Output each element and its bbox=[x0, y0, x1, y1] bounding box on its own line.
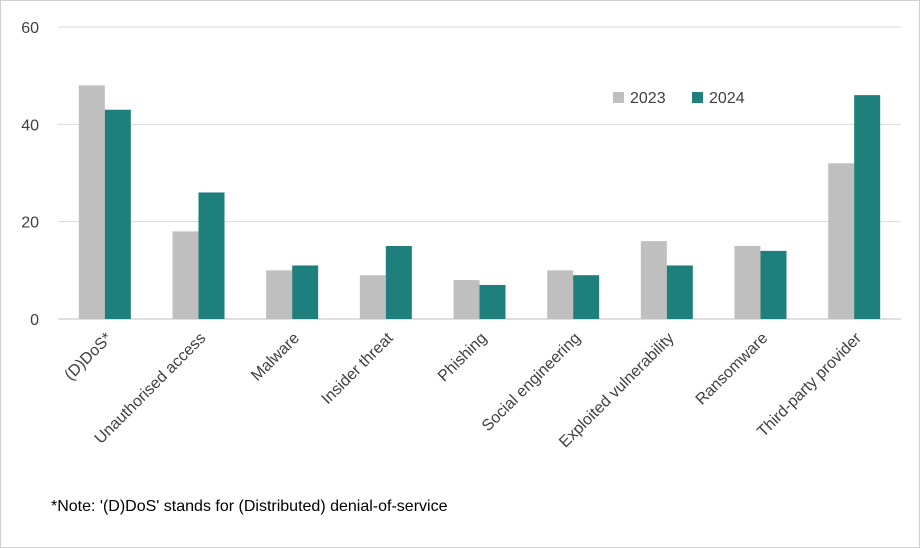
footnote: *Note: '(D)DoS' stands for (Distributed)… bbox=[51, 498, 448, 515]
bar-2024 bbox=[479, 284, 506, 319]
y-tick-label: 0 bbox=[30, 312, 39, 329]
legend-label: 2024 bbox=[709, 90, 745, 107]
bar-2024 bbox=[292, 265, 319, 319]
y-tick-label: 60 bbox=[21, 20, 39, 37]
bar-2023 bbox=[359, 275, 386, 319]
legend-swatch bbox=[613, 92, 624, 103]
y-tick-label: 40 bbox=[21, 117, 39, 134]
bar-2024 bbox=[104, 109, 131, 319]
y-tick-label: 20 bbox=[21, 215, 39, 232]
x-tick-label: (D)DoS* bbox=[62, 330, 116, 384]
bar-2024 bbox=[666, 265, 693, 319]
x-tick-label: Insider threat bbox=[319, 329, 397, 407]
x-tick-label: Ransomware bbox=[693, 330, 772, 409]
bar-2023 bbox=[172, 231, 199, 319]
bar-2023 bbox=[78, 85, 105, 320]
x-tick-label: Social engineering bbox=[479, 330, 584, 435]
x-tick-label: Third-party provider bbox=[754, 329, 865, 440]
bar-2023 bbox=[734, 246, 761, 319]
bar-2023 bbox=[453, 280, 480, 319]
bar-2024 bbox=[385, 246, 412, 319]
x-tick-label: Malware bbox=[248, 330, 303, 385]
x-tick-label: Phishing bbox=[435, 330, 490, 385]
legend-swatch bbox=[692, 92, 703, 103]
bar-2023 bbox=[266, 270, 293, 319]
bar-2024 bbox=[760, 250, 787, 319]
bar-2024 bbox=[854, 95, 881, 319]
bar-2023 bbox=[640, 241, 667, 319]
bar-2024 bbox=[198, 192, 225, 319]
bar-2023 bbox=[828, 163, 855, 319]
legend-label: 2023 bbox=[630, 90, 666, 107]
bar-2023 bbox=[547, 270, 574, 319]
bar-2024 bbox=[573, 275, 600, 319]
